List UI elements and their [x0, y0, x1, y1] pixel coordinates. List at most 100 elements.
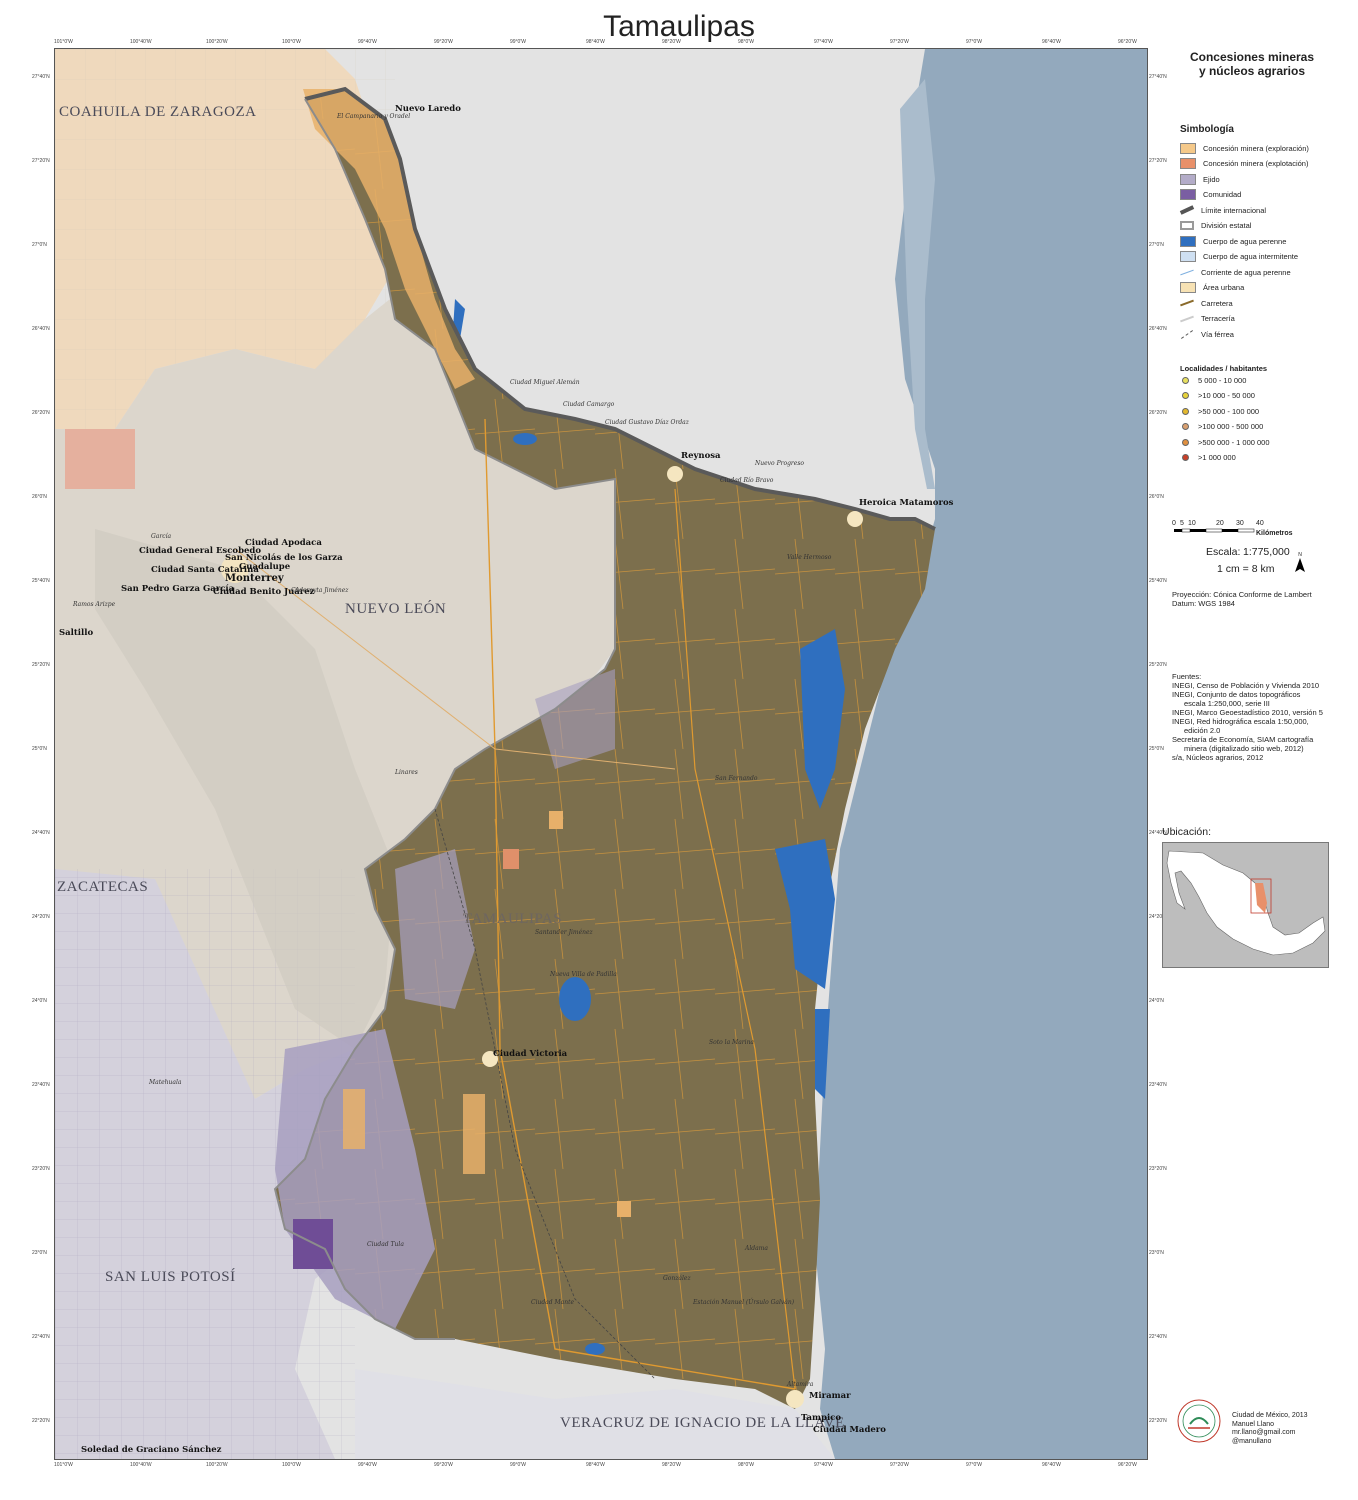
datum-text: Datum: WGS 1984: [1172, 599, 1235, 608]
credit-line: @manullano: [1232, 1437, 1272, 1445]
city-nuevo-progreso: Nuevo Progreso: [755, 460, 805, 467]
longitude-tick-label: 100°40'W: [130, 39, 152, 45]
road-line-icon: [1180, 299, 1194, 307]
latitude-tick-label: 25°40'N: [32, 578, 50, 584]
locality-dot-icon: [1182, 407, 1189, 415]
veracruz-region: [355, 1369, 835, 1459]
latitude-tick-label: 26°40'N: [1149, 326, 1167, 332]
longitude-tick-label: 100°20'W: [206, 39, 228, 45]
latitude-tick-label: 23°20'N: [32, 1166, 50, 1172]
mining-concession-north: [303, 89, 475, 389]
legend-item: Comunidad: [1180, 189, 1241, 201]
map-canvas[interactable]: COAHUILA DE ZARAGOZA NUEVO LEÓN ZACATECA…: [54, 48, 1148, 1460]
latitude-tick-label: 22°20'N: [1149, 1418, 1167, 1424]
city-tula: Ciudad Tula: [367, 1241, 404, 1248]
latitude-tick-label: 23°40'N: [32, 1082, 50, 1088]
longitude-tick-label: 97°40'W: [814, 1462, 833, 1468]
longitude-tick-label: 98°20'W: [662, 1462, 681, 1468]
city-benito-juarez: Ciudad Benito Juárez: [213, 587, 315, 597]
legend-label: Comunidad: [1203, 190, 1242, 199]
latitude-tick-label: 23°0'N: [1149, 1250, 1164, 1256]
city-santa-catarina: Ciudad Santa Catarina: [151, 565, 259, 575]
latitude-tick-label: 26°0'N: [1149, 494, 1164, 500]
scale-unit: Kilómetros: [1256, 530, 1293, 537]
north-arrow-icon: [1295, 558, 1305, 572]
lagoon-madre: [800, 629, 845, 809]
city-nueva-villa: Nueva Villa de Padilla: [550, 971, 617, 978]
legend-item: Ejido: [1180, 173, 1220, 185]
state-label-nuevo-leon: NUEVO LEÓN: [345, 601, 447, 617]
city-saltillo: Saltillo: [59, 628, 94, 638]
legend-item: Concesión minera (exploración): [1180, 142, 1309, 154]
locality-label: >100 000 - 500 000: [1198, 422, 1264, 431]
latitude-tick-label: 27°20'N: [32, 158, 50, 164]
longitude-tick-label: 96°40'W: [1042, 39, 1061, 45]
longitude-tick-label: 99°20'W: [434, 1462, 453, 1468]
legend-label: Límite internacional: [1201, 205, 1267, 215]
city-linares: Linares: [395, 769, 418, 776]
city-guadalupe: Guadalupe: [239, 562, 291, 572]
legend-label: División estatal: [1201, 221, 1252, 230]
locality-dot-icon: [1182, 454, 1189, 461]
longitude-tick-label: 97°40'W: [814, 39, 833, 45]
fill-swatch-icon: [1180, 158, 1196, 169]
city-madero: Ciudad Madero: [813, 1425, 886, 1435]
city-apodaca: Ciudad Apodaca: [245, 538, 322, 548]
longitude-tick-label: 98°0'W: [738, 1462, 755, 1468]
international-border: [304, 86, 936, 531]
legend-item: Cuerpo de agua intermitente: [1180, 251, 1298, 263]
legend-item: Cuerpo de agua perenne: [1180, 235, 1286, 247]
locality-item: >100 000 - 500 000: [1182, 422, 1263, 432]
longitude-tick-label: 98°0'W: [738, 39, 755, 45]
locality-dot-icon: [1182, 423, 1189, 430]
fill-swatch-icon: [1180, 189, 1196, 200]
thin-line-icon: [1180, 269, 1194, 275]
latitude-tick-label: 22°20'N: [32, 1418, 50, 1424]
latitude-tick-label: 27°40'N: [1149, 74, 1167, 80]
fill-swatch-icon: [1180, 173, 1196, 185]
legend-item: Vía férrea: [1180, 328, 1234, 340]
legend-label: Corriente de agua perenne: [1201, 267, 1291, 277]
city-escobedo: Ciudad General Escobedo: [139, 546, 262, 556]
city-reynosa: Reynosa: [681, 451, 721, 461]
outline-line-icon: [1180, 221, 1194, 230]
longitude-tick-label: 97°20'W: [890, 1462, 909, 1468]
city-matehuala: Matehuala: [149, 1079, 182, 1086]
latitude-tick-label: 27°20'N: [1149, 158, 1167, 164]
longitude-tick-label: 100°40'W: [130, 1462, 152, 1468]
locality-label: >10 000 - 50 000: [1198, 391, 1255, 400]
legend-item: Carretera: [1180, 297, 1233, 309]
state-label-slp: SAN LUIS POTOSÍ: [105, 1269, 236, 1285]
legend-label: Concesión minera (exploración): [1203, 143, 1309, 153]
legend-item: Concesión minera (explotación): [1180, 158, 1308, 170]
legend-label: Área urbana: [1203, 283, 1245, 292]
scale-equivalence: 1 cm = 8 km: [1217, 563, 1275, 575]
city-ramos-arizpe: Ramos Arizpe: [73, 601, 116, 608]
north-letter: N: [1298, 552, 1302, 558]
map-title: Tamaulipas: [603, 10, 755, 43]
longitude-tick-label: 96°20'W: [1118, 39, 1137, 45]
latitude-tick-label: 24°40'N: [32, 830, 50, 836]
credit-line: Manuel Llano: [1232, 1420, 1275, 1428]
inset-frame: [1250, 878, 1272, 914]
latitude-tick-label: 26°20'N: [32, 410, 50, 416]
source-line: Secretaría de Economía, SIAM cartografía: [1172, 735, 1314, 744]
city-santander: Santander Jiménez: [535, 929, 593, 936]
legend-label: Terracería: [1201, 314, 1235, 323]
city-altamira: Altamira: [787, 1381, 814, 1388]
location-inset-map: [1162, 842, 1329, 968]
source-line: minera (digitalizado sitio web, 2012): [1184, 744, 1304, 753]
credits-block: Ciudad de México, 2013 Manuel Llano mr.lla…: [1232, 1412, 1308, 1446]
credit-line: mr.llano@gmail.com: [1232, 1429, 1296, 1436]
longitude-tick-label: 96°20'W: [1118, 1462, 1137, 1468]
legend-label: Concesión minera (explotación): [1203, 159, 1309, 168]
city-tampico: Tampico: [801, 1413, 842, 1423]
locality-dot-icon: [1182, 376, 1189, 384]
city-garcia: García: [151, 533, 172, 540]
scale-tick-5: 5: [1180, 520, 1184, 527]
city-mante: Ciudad Mante: [531, 1299, 575, 1306]
longitude-tick-label: 98°40'W: [586, 39, 605, 45]
scale-bar: 0 5 10 20 30 40 Kilómetros: [1172, 520, 1293, 541]
locality-label: >1 000 000: [1198, 453, 1236, 462]
latitude-tick-label: 23°20'N: [1149, 1166, 1167, 1172]
